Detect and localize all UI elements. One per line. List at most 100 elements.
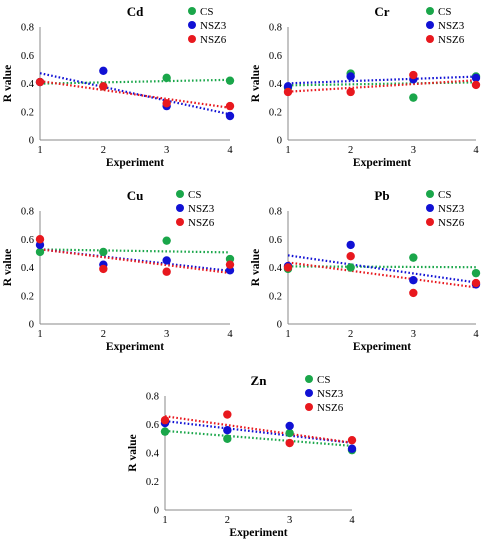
y-tick-label: 0.2 xyxy=(146,477,159,488)
y-tick-label: 0.6 xyxy=(146,420,159,431)
y-tick-label: 0.6 xyxy=(269,51,282,62)
y-tick-label: 0 xyxy=(277,136,282,147)
legend-marker-cs xyxy=(176,190,184,198)
y-tick-label: 0.8 xyxy=(21,23,34,34)
y-tick-label: 0.2 xyxy=(269,291,282,302)
chart-title: Cu xyxy=(127,188,144,203)
y-tick-label: 0.4 xyxy=(269,263,283,274)
chart-cr: 0 0.2 0.4 0.6 0.8 1 2 3 4 Experiment R value Cr CS NS… xyxy=(250,4,481,169)
legend-label-cs: CS xyxy=(188,189,201,201)
legend-marker-nsz3 xyxy=(176,204,184,212)
x-tick-label: 2 xyxy=(348,145,353,156)
x-tick-label: 1 xyxy=(37,145,42,156)
legend-label-cs: CS xyxy=(200,6,213,18)
data-point-nsz6 xyxy=(283,87,293,97)
chart-cu: 0 0.2 0.4 0.6 0.8 1 2 3 4 Experiment R value Cu CS NS… xyxy=(2,188,235,353)
legend-label-nsz3: NSZ3 xyxy=(200,20,227,32)
data-point-nsz3 xyxy=(99,66,108,75)
x-tick-label: 4 xyxy=(473,329,479,340)
legend-label-nsz6: NSZ6 xyxy=(188,217,215,229)
data-point-nsz6 xyxy=(471,80,481,90)
data-point-nsz6 xyxy=(162,99,171,108)
data-point-cs xyxy=(223,434,232,443)
legend-label-nsz6: NSZ6 xyxy=(438,34,465,46)
y-axis-label: R value xyxy=(250,65,262,102)
legend: CS NSZ3 NSZ6 xyxy=(305,374,344,414)
legend-marker-cs xyxy=(426,7,434,15)
legend-marker-nsz3 xyxy=(426,21,434,29)
legend-marker-cs xyxy=(188,7,196,15)
legend-marker-nsz6 xyxy=(188,35,196,43)
data-point-nsz6 xyxy=(409,288,418,298)
x-tick-label: 1 xyxy=(37,329,42,340)
y-tick-label: 0.4 xyxy=(269,79,283,90)
data-point-nsz6 xyxy=(285,438,294,448)
data-point-nsz3 xyxy=(225,111,235,121)
data-point-nsz6 xyxy=(347,435,357,445)
data-point-nsz6 xyxy=(99,264,108,274)
data-point-nsz3 xyxy=(346,240,355,250)
data-point-nsz6 xyxy=(283,263,293,272)
data-point-nsz6 xyxy=(471,278,481,288)
trendline-nsz6 xyxy=(39,248,231,275)
trendline-nsz6 xyxy=(39,80,231,109)
legend-label-nsz6: NSZ6 xyxy=(200,34,227,46)
y-tick-label: 0.4 xyxy=(21,79,35,90)
chart-cd: 0 0.2 0.4 0.6 0.8 1 2 3 4 Experiment R value Cd CS NS… xyxy=(2,4,235,169)
x-axis-label: Experiment xyxy=(229,527,287,539)
trendline-nsz3 xyxy=(287,254,477,284)
data-point-cs xyxy=(35,247,45,257)
legend: CS NSZ3 NSZ6 xyxy=(426,189,465,229)
x-tick-label: 4 xyxy=(349,515,355,526)
trendline-nsz3 xyxy=(287,75,477,85)
trendline-nsz3 xyxy=(164,419,353,444)
y-tick-label: 0 xyxy=(29,136,34,147)
x-axis-label: Experiment xyxy=(353,341,411,353)
trendline-nsz6 xyxy=(164,415,353,444)
data-point-nsz6 xyxy=(225,101,235,111)
x-axis-label: Experiment xyxy=(106,341,164,353)
legend-label-cs: CS xyxy=(317,374,330,386)
x-tick-label: 4 xyxy=(227,329,233,340)
trendline-nsz6 xyxy=(287,79,477,93)
data-point-cs xyxy=(471,268,481,278)
legend-label-nsz3: NSZ3 xyxy=(188,203,215,215)
data-point-nsz6 xyxy=(35,235,45,244)
data-point-cs xyxy=(162,73,171,83)
y-tick-label: 0 xyxy=(154,506,159,517)
chart-title: Cr xyxy=(374,4,389,19)
x-tick-label: 2 xyxy=(225,515,230,526)
chart-pb: 0 0.2 0.4 0.6 0.8 1 2 3 4 Experiment R value Pb CS NS… xyxy=(250,188,481,353)
legend-marker-cs xyxy=(305,375,313,383)
data-point-nsz3 xyxy=(223,426,232,435)
y-tick-label: 0.2 xyxy=(269,107,282,118)
data-point-nsz6 xyxy=(162,267,171,276)
data-point-nsz3 xyxy=(162,256,171,265)
trendline-cs xyxy=(164,429,353,447)
x-tick-label: 3 xyxy=(164,145,169,156)
legend-label-nsz3: NSZ3 xyxy=(317,388,344,400)
chart-title: Zn xyxy=(251,373,268,388)
x-tick-label: 2 xyxy=(348,329,353,340)
legend-marker-nsz3 xyxy=(426,204,434,212)
x-tick-label: 1 xyxy=(285,329,290,340)
y-axis-label: R value xyxy=(2,65,14,102)
data-point-cs xyxy=(162,236,171,245)
data-point-nsz3 xyxy=(409,276,418,285)
y-tick-label: 0 xyxy=(29,320,34,331)
data-point-nsz6 xyxy=(409,70,418,80)
y-tick-label: 0.4 xyxy=(146,449,160,460)
x-tick-label: 1 xyxy=(162,515,167,526)
data-point-nsz3 xyxy=(285,421,294,431)
legend-label-nsz3: NSZ3 xyxy=(438,203,465,215)
legend-marker-nsz6 xyxy=(426,35,434,43)
y-tick-label: 0.6 xyxy=(21,51,34,62)
y-axis-label: R value xyxy=(2,249,14,286)
legend-marker-nsz6 xyxy=(426,218,434,226)
chart-title: Cd xyxy=(127,4,144,19)
data-point-nsz3 xyxy=(471,73,481,83)
x-axis-label: Experiment xyxy=(106,157,164,169)
data-point-nsz3 xyxy=(346,72,355,81)
data-point-cs xyxy=(99,247,108,257)
x-tick-label: 3 xyxy=(287,515,292,526)
